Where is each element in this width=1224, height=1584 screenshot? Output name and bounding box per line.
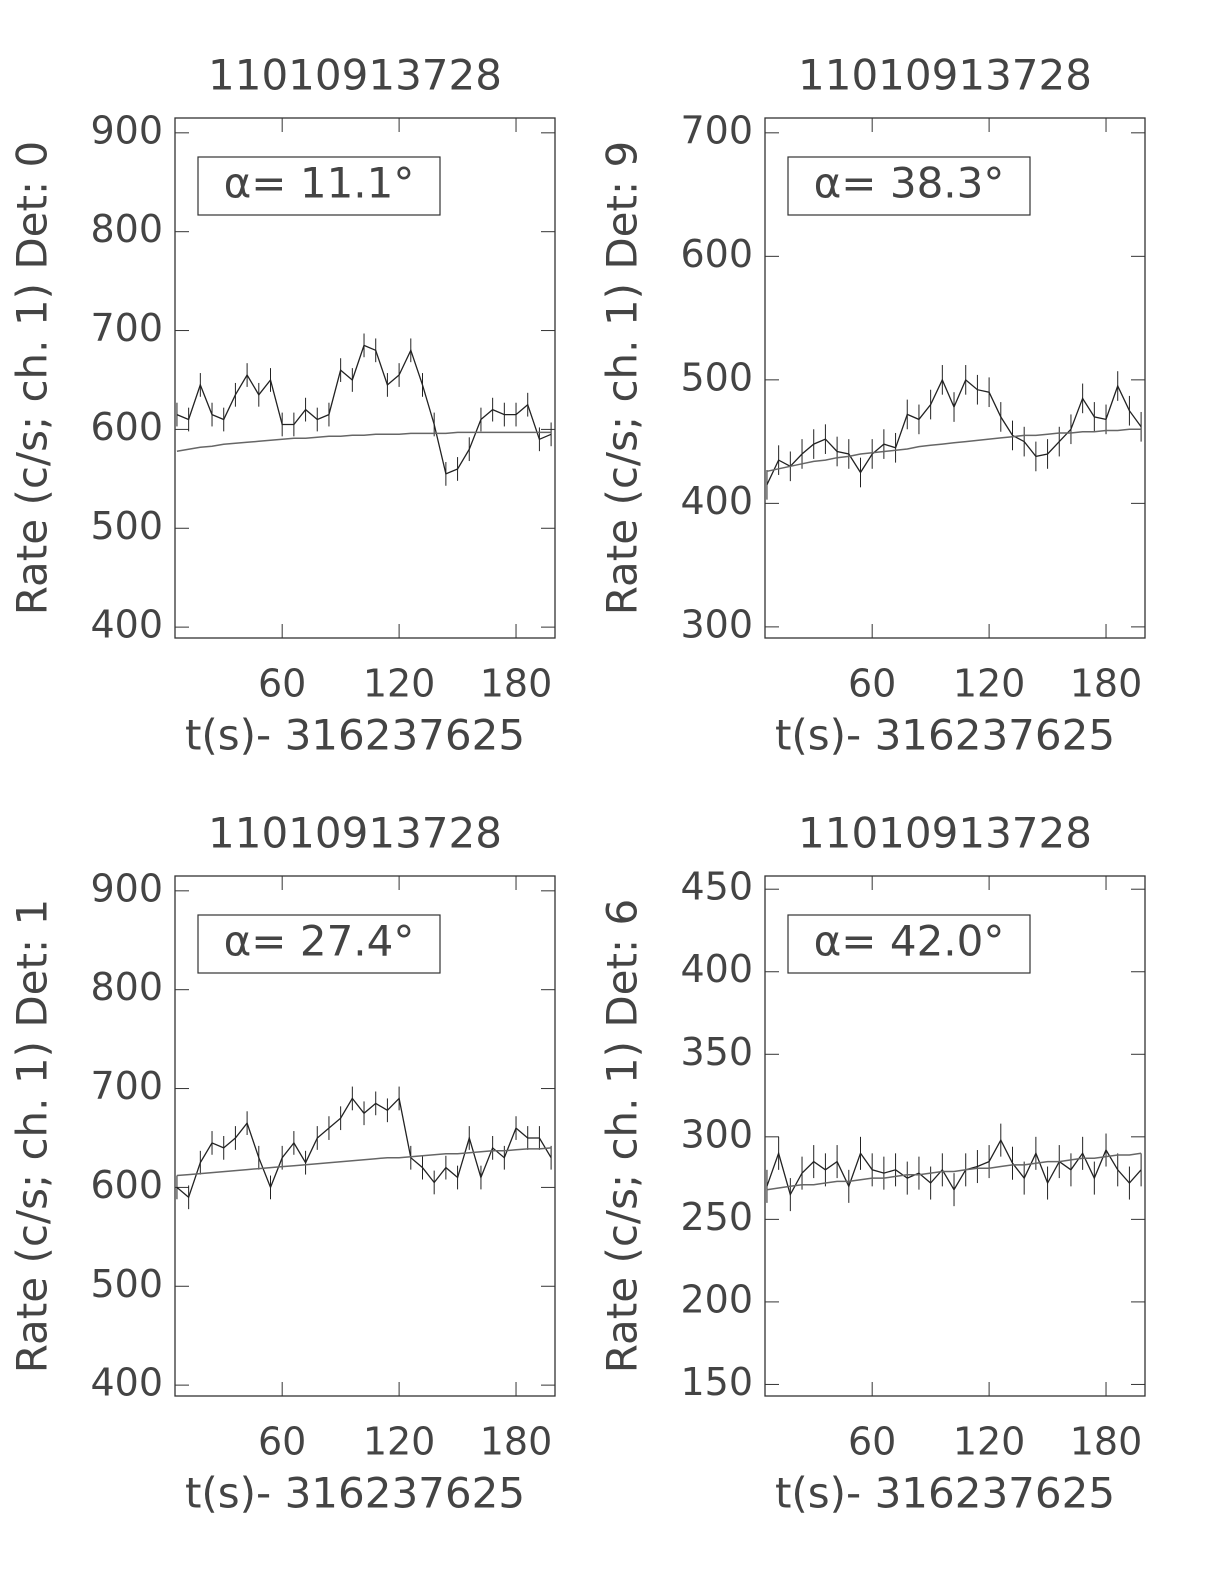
x-tick-label: 120 [953, 1420, 1026, 1464]
fit-line [176, 1147, 552, 1177]
y-tick-label: 800 [90, 207, 163, 251]
x-tick-label: 120 [363, 662, 436, 706]
annotation-box [197, 914, 441, 974]
chart-title: 11010913728 [798, 51, 1092, 100]
fit-line [176, 431, 552, 452]
annotation-box [787, 156, 1031, 216]
plot-frame [764, 875, 1146, 1397]
annotation: α= 42.0° [814, 917, 1005, 966]
x-tick-label: 120 [953, 662, 1026, 706]
x-tick-label: 60 [258, 1420, 306, 1464]
y-axis-label: Rate (c/s; ch. 1) Det: 6 [598, 899, 647, 1373]
y-tick-label: 600 [680, 232, 753, 276]
y-tick-label: 700 [90, 306, 163, 350]
y-axis-label: Rate (c/s; ch. 1) Det: 1 [8, 899, 57, 1373]
x-tick-label: 60 [848, 662, 896, 706]
x-tick-label: 180 [480, 1420, 553, 1464]
x-tick-label: 60 [848, 1420, 896, 1464]
chart-title: 11010913728 [208, 809, 502, 858]
x-tick-label: 180 [480, 662, 553, 706]
y-tick-label: 350 [680, 1030, 753, 1074]
y-tick-label: 900 [90, 108, 163, 152]
y-tick-label: 900 [90, 866, 163, 910]
y-tick-label: 600 [90, 405, 163, 449]
fit-line [766, 1152, 1142, 1191]
y-tick-label: 800 [90, 965, 163, 1009]
y-tick-label: 500 [680, 355, 753, 399]
y-tick-label: 450 [680, 865, 753, 909]
x-tick-label: 120 [363, 1420, 436, 1464]
y-tick-label: 200 [680, 1277, 753, 1321]
chart-title: 11010913728 [208, 51, 502, 100]
annotation: α= 27.4° [224, 917, 415, 966]
y-tick-label: 400 [90, 603, 163, 647]
y-tick-label: 300 [680, 1112, 753, 1156]
x-axis-label: t(s)- 316237625 [775, 1469, 1115, 1518]
y-tick-label: 600 [90, 1163, 163, 1207]
x-tick-label: 60 [258, 662, 306, 706]
y-tick-label: 700 [680, 108, 753, 152]
y-tick-label: 300 [680, 602, 753, 646]
fit-line [766, 428, 1142, 473]
y-tick-label: 500 [90, 504, 163, 548]
x-axis-label: t(s)- 316237625 [185, 711, 525, 760]
y-tick-label: 400 [680, 479, 753, 523]
annotation: α= 11.1° [224, 159, 415, 208]
annotation: α= 38.3° [814, 159, 1005, 208]
x-tick-label: 180 [1070, 1420, 1143, 1464]
y-axis-label: Rate (c/s; ch. 1) Det: 0 [8, 141, 57, 615]
y-tick-label: 700 [90, 1064, 163, 1108]
x-axis-label: t(s)- 316237625 [775, 711, 1115, 760]
y-axis-label: Rate (c/s; ch. 1) Det: 9 [598, 141, 647, 615]
chart-title: 11010913728 [798, 809, 1092, 858]
plot-frame [174, 875, 556, 1397]
annotation-box [787, 914, 1031, 974]
plot-frame [764, 117, 1146, 639]
plot-frame [174, 117, 556, 639]
annotation-box [197, 156, 441, 216]
x-axis-label: t(s)- 316237625 [185, 1469, 525, 1518]
data-line [176, 344, 552, 475]
y-tick-label: 400 [90, 1361, 163, 1405]
y-tick-label: 250 [680, 1195, 753, 1239]
y-tick-label: 400 [680, 947, 753, 991]
y-tick-label: 150 [680, 1360, 753, 1404]
y-tick-label: 500 [90, 1262, 163, 1306]
x-tick-label: 180 [1070, 662, 1143, 706]
